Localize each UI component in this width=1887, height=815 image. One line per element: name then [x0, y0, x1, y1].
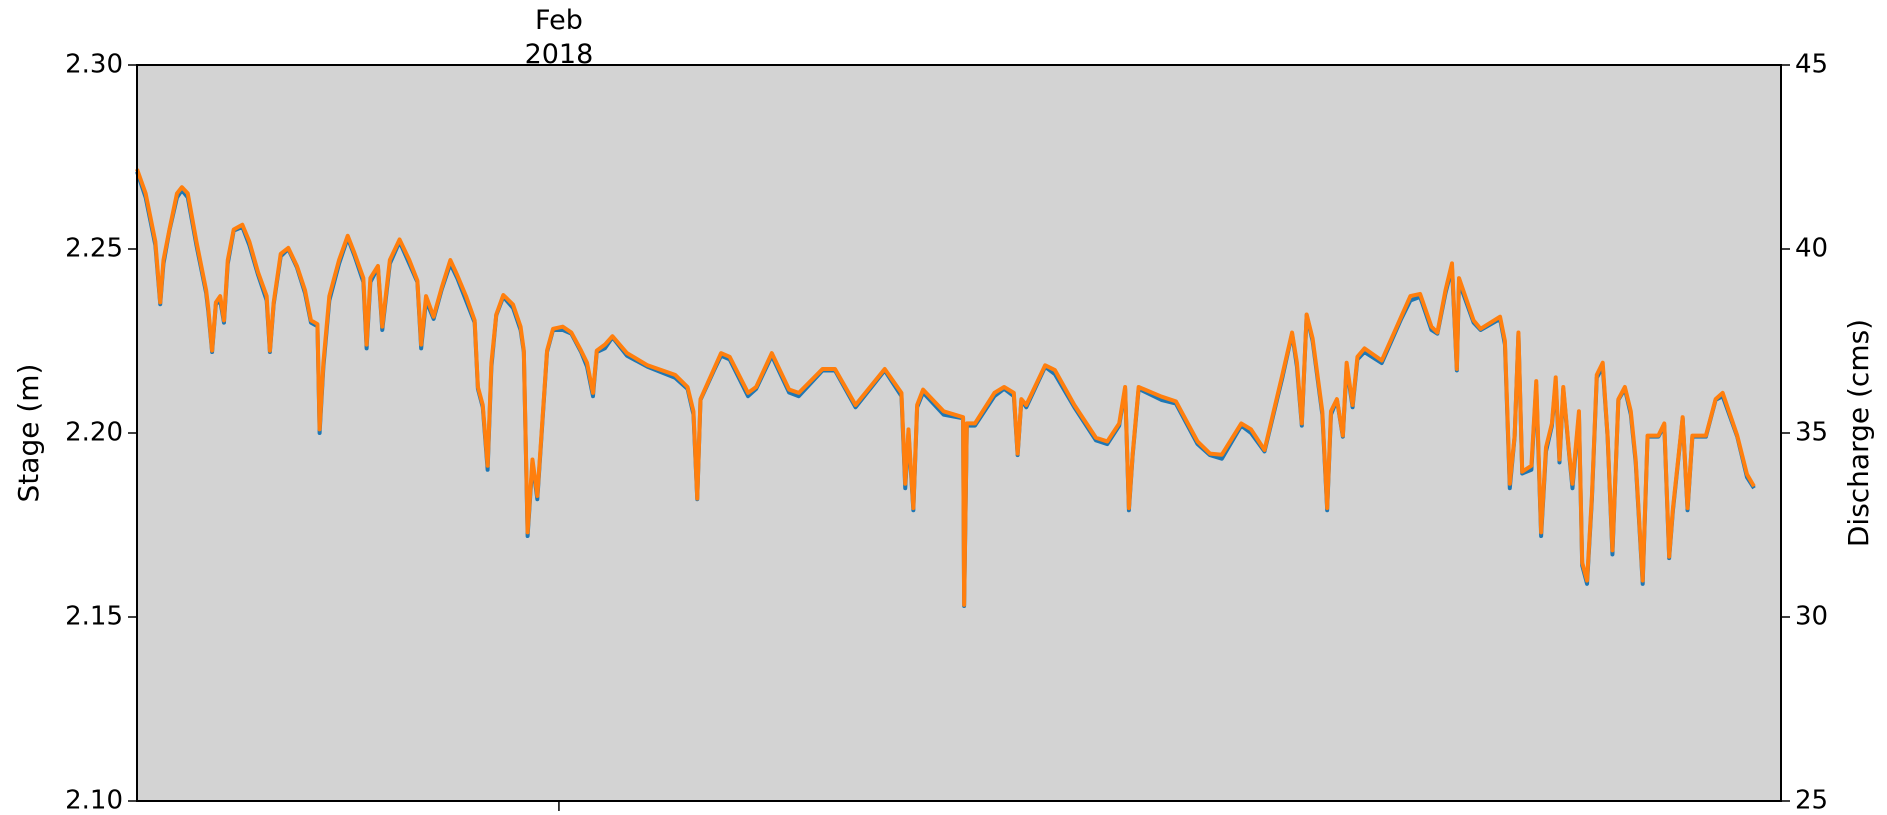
y-tick-label: 2.10	[65, 786, 123, 815]
y-tick-label: 2.30	[65, 50, 123, 80]
y2-tick-label: 45	[1795, 50, 1828, 80]
y2-tick-label: 30	[1795, 602, 1828, 632]
y-tick-label: 2.15	[65, 602, 123, 632]
y-axis-title: Stage (m)	[12, 364, 45, 503]
y2-axis-title: Discharge (cms)	[1842, 319, 1875, 547]
y-tick-label: 2.20	[65, 418, 123, 448]
y2-tick-label: 25	[1795, 786, 1828, 815]
y2-tick-label: 40	[1795, 234, 1828, 264]
series-line	[135, 168, 1756, 607]
y2-tick-label: 35	[1795, 418, 1828, 448]
x-tick-label: Feb 2018	[524, 5, 594, 70]
plot-frame	[136, 64, 1782, 802]
y-tick-label: 2.25	[65, 234, 123, 264]
